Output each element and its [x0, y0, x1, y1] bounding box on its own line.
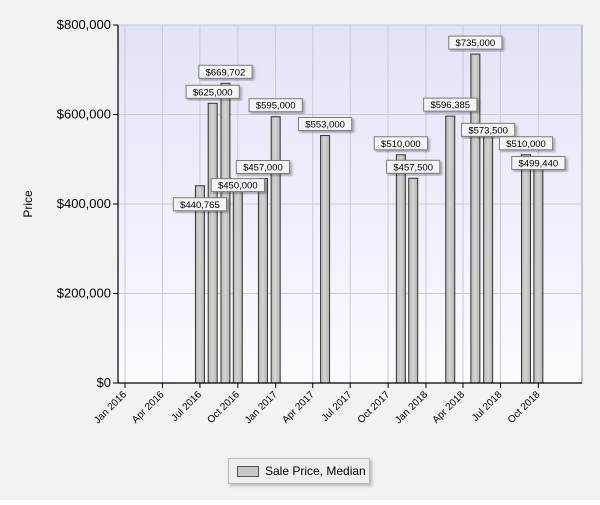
y-tick-label: $600,000 — [57, 107, 111, 122]
bar — [533, 159, 544, 384]
legend: Sale Price, Median — [228, 458, 370, 484]
x-tick-label: Jan 2017 — [243, 389, 280, 426]
bar — [232, 181, 243, 384]
data-label: $735,000 — [448, 35, 503, 50]
bar — [207, 102, 218, 384]
data-label: $457,000 — [235, 159, 291, 174]
data-label-box — [297, 117, 353, 132]
y-tick-label: $0 — [97, 375, 111, 390]
bar — [270, 116, 281, 384]
data-label-text: $573,500 — [468, 125, 508, 136]
data-label-text: $596,385 — [430, 100, 470, 111]
legend-label: Sale Price, Median — [265, 464, 366, 478]
data-label-box — [511, 156, 566, 171]
y-axis-title: Price — [21, 190, 35, 218]
data-label-text: $553,000 — [305, 120, 345, 131]
bar — [408, 177, 419, 384]
bar — [521, 154, 532, 384]
x-tick-label: Jul 2016 — [170, 389, 205, 424]
data-label-text: $595,000 — [256, 101, 296, 112]
data-label-text: $440,765 — [180, 200, 220, 211]
data-label: $450,000 — [210, 178, 265, 193]
data-label: $499,440 — [511, 156, 566, 171]
data-labels: $735,000 $669,702 $625,000 $596,385 $595,000… — [172, 35, 566, 212]
data-label-text: $625,000 — [193, 87, 233, 98]
bar — [445, 115, 456, 384]
data-label-box — [498, 136, 554, 151]
data-label-box — [172, 197, 228, 212]
y-tick-label: $800,000 — [57, 17, 111, 32]
x-tick-label: Jan 2016 — [92, 389, 129, 426]
data-label-text: $457,000 — [243, 162, 283, 173]
x-tick-label: Apr 2016 — [130, 389, 167, 426]
data-label-text: $735,000 — [456, 38, 496, 49]
data-label: $457,500 — [386, 159, 441, 174]
x-tick-label: Apr 2018 — [431, 389, 468, 426]
data-label-box — [185, 84, 240, 99]
data-label: $596,385 — [423, 97, 478, 112]
bar — [483, 125, 494, 384]
bar — [395, 154, 406, 384]
data-label-text: $450,000 — [218, 181, 258, 192]
data-label: $553,000 — [297, 117, 353, 132]
bar — [320, 135, 331, 384]
data-label-text: $510,000 — [506, 139, 546, 150]
data-label: $595,000 — [248, 98, 303, 113]
data-label: $440,765 — [172, 197, 228, 212]
x-tick-label: Jul 2017 — [320, 389, 355, 424]
data-label-box — [461, 122, 516, 137]
data-label: $510,000 — [373, 136, 428, 151]
data-label: $573,500 — [461, 122, 516, 137]
bar — [194, 185, 205, 384]
data-label-box — [448, 35, 503, 50]
data-label-box — [210, 178, 265, 193]
data-label-text: $669,702 — [206, 67, 246, 78]
data-label: $669,702 — [198, 64, 253, 79]
x-tick-label: Apr 2017 — [280, 389, 317, 426]
x-tick-label: Oct 2018 — [506, 389, 543, 426]
data-label: $510,000 — [498, 136, 554, 151]
legend-swatch — [237, 465, 259, 477]
data-label-box — [198, 64, 253, 79]
data-label: $625,000 — [185, 84, 240, 99]
bar — [257, 177, 268, 384]
bar — [220, 82, 231, 384]
data-label-box — [386, 159, 441, 174]
x-tick-label: Jan 2018 — [393, 389, 430, 426]
data-label-box — [248, 98, 303, 113]
data-label-text: $510,000 — [381, 139, 421, 150]
data-label-box — [423, 97, 478, 112]
x-tick-label: Jul 2018 — [470, 389, 505, 424]
y-tick-label: $200,000 — [57, 286, 111, 301]
x-tick-label: Oct 2016 — [205, 389, 242, 426]
data-label-box — [373, 136, 428, 151]
y-tick-label: $400,000 — [57, 196, 111, 211]
data-label-box — [235, 159, 291, 174]
data-label-text: $499,440 — [519, 159, 559, 170]
x-tick-label: Oct 2017 — [356, 389, 393, 426]
data-label-text: $457,500 — [393, 162, 433, 173]
